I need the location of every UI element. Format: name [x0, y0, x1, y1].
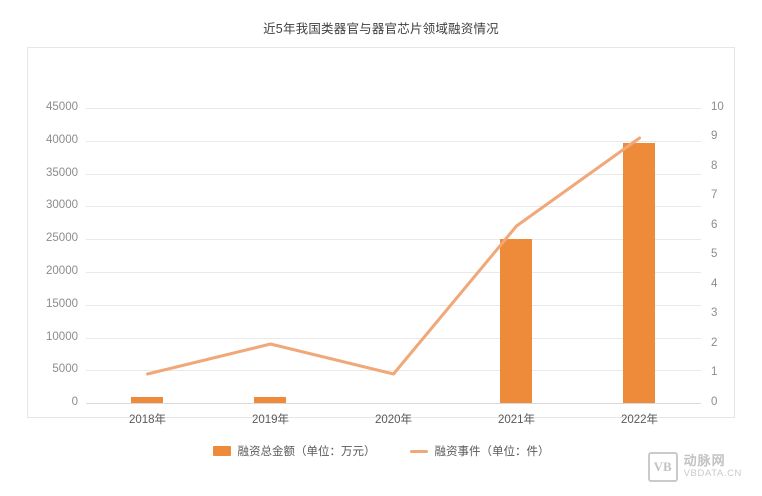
y-tick-left: 20000 [46, 265, 78, 277]
x-tick-2022: 2022年 [620, 414, 659, 426]
gridline [86, 174, 701, 175]
watermark: VB 动脉网 VBDATA.CN [647, 452, 742, 482]
y-tick-left: 15000 [46, 298, 78, 310]
y-tick-right: 0 [711, 396, 718, 408]
gridline [86, 108, 701, 109]
y-tick-right: 5 [711, 248, 718, 260]
y-tick-right: 10 [711, 101, 724, 113]
bar-2018[interactable] [131, 397, 163, 403]
x-tick-2019: 2019年 [251, 414, 290, 426]
gridline [86, 370, 701, 371]
gridline [86, 141, 701, 142]
y-tick-left: 45000 [46, 101, 78, 113]
y-tick-right: 7 [711, 189, 718, 201]
y-tick-right: 1 [711, 366, 718, 378]
gridline [86, 206, 701, 207]
y-tick-right: 6 [711, 219, 718, 231]
y-tick-left: 25000 [46, 232, 78, 244]
y-tick-left: 40000 [46, 134, 78, 146]
y-tick-right: 4 [711, 278, 718, 290]
y-tick-left: 30000 [46, 199, 78, 211]
gridline [86, 338, 701, 339]
legend-item-line[interactable]: 融资事件（单位：件） [409, 443, 550, 459]
bar-2021[interactable] [500, 239, 532, 403]
y-tick-left: 5000 [52, 363, 78, 375]
plot-area: 45000 40000 35000 30000 25000 20000 1500… [46, 101, 724, 426]
watermark-cn: 动脉网 [683, 453, 726, 469]
y-tick-left: 35000 [46, 167, 78, 179]
x-tick-2020: 2020年 [374, 414, 413, 426]
gridline [86, 239, 701, 240]
watermark-logo-icon: VB [647, 452, 678, 482]
y-tick-right: 9 [711, 130, 718, 142]
x-tick-2018: 2018年 [128, 414, 167, 426]
gridline [86, 272, 701, 273]
legend-bar-swatch-icon [212, 446, 231, 456]
y-tick-right: 2 [711, 337, 718, 349]
y-tick-right: 8 [711, 160, 718, 172]
legend-line-swatch-icon [409, 449, 428, 453]
watermark-text: 动脉网 VBDATA.CN [683, 453, 742, 480]
legend-item-bar[interactable]: 融资总金额（单位：万元） [212, 443, 376, 459]
axis-baseline [86, 403, 701, 404]
gridline [86, 305, 701, 306]
y-tick-left: 10000 [46, 331, 78, 343]
y-tick-left: 0 [71, 396, 78, 408]
page-title: 近5年我国类器官与器官芯片领域融资情况 [263, 22, 499, 36]
legend-line-label: 融资事件（单位：件） [434, 446, 550, 458]
y-tick-right: 3 [711, 307, 718, 319]
bar-2019[interactable] [254, 397, 286, 403]
legend-bar-label: 融资总金额（单位：万元） [237, 446, 376, 458]
x-tick-2021: 2021年 [497, 414, 536, 426]
line-series [146, 136, 641, 376]
legend: 融资总金额（单位：万元） 融资事件（单位：件） [0, 443, 762, 459]
watermark-en: VBDATA.CN [683, 468, 742, 479]
bar-2022[interactable] [623, 143, 655, 403]
